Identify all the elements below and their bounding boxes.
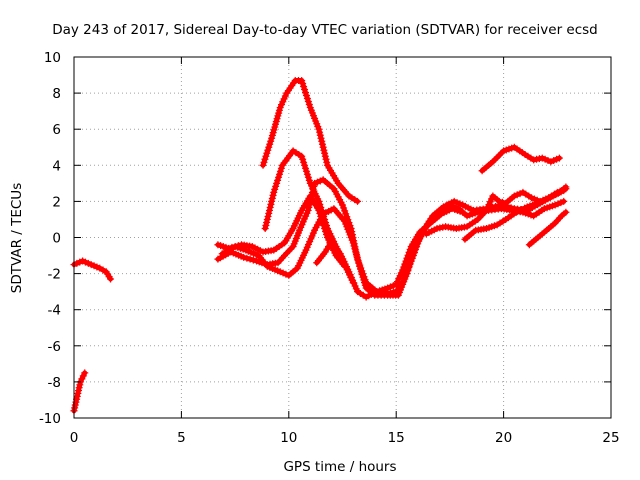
grid: [74, 57, 611, 418]
series-track-early-a: [70, 257, 115, 283]
tick-labels: 0 5 10 15 20 25 -10 -8 -6 -4 -2 0 2 4 6 8 10: [39, 50, 620, 446]
x-tick-label: 15: [388, 430, 405, 446]
series-track-a: [259, 76, 362, 205]
series-track-early-b: [70, 369, 89, 415]
series-markers: [259, 76, 362, 205]
y-tick-label: -4: [48, 303, 61, 319]
x-tick-label: 20: [495, 430, 512, 446]
y-tick-label: 6: [52, 122, 61, 138]
y-tick-label: -10: [39, 411, 61, 427]
series-markers: [422, 185, 570, 238]
y-tick-label: 0: [52, 231, 61, 247]
y-tick-label: -6: [48, 339, 61, 355]
y-tick-label: 8: [52, 86, 61, 102]
y-tick-label: 2: [52, 194, 61, 210]
y-axis-label: SDTVAR / TECUs: [9, 183, 25, 293]
series-line: [71, 258, 114, 282]
y-tick-label: 4: [52, 158, 61, 174]
series-track-f: [313, 205, 467, 301]
x-tick-label: 25: [602, 430, 619, 446]
series-track-i: [478, 143, 563, 175]
x-tick-label: 10: [280, 430, 297, 446]
y-tick-label: -8: [48, 375, 61, 391]
axis-ticks: [73, 56, 612, 419]
y-tick-label: -2: [48, 267, 61, 283]
series-markers: [478, 143, 563, 175]
series-group: [70, 76, 570, 415]
series-track-h: [422, 185, 570, 238]
chart-title: Day 243 of 2017, Sidereal Day-to-day VTE…: [52, 22, 598, 38]
series-track-e: [218, 197, 568, 299]
series-track-j: [525, 208, 570, 249]
series-markers: [313, 205, 467, 301]
series-markers: [525, 208, 570, 249]
x-axis-label: GPS time / hours: [283, 459, 396, 475]
x-tick-label: 5: [177, 430, 186, 446]
x-tick-label: 0: [70, 430, 79, 446]
y-tick-label: 10: [44, 50, 61, 66]
